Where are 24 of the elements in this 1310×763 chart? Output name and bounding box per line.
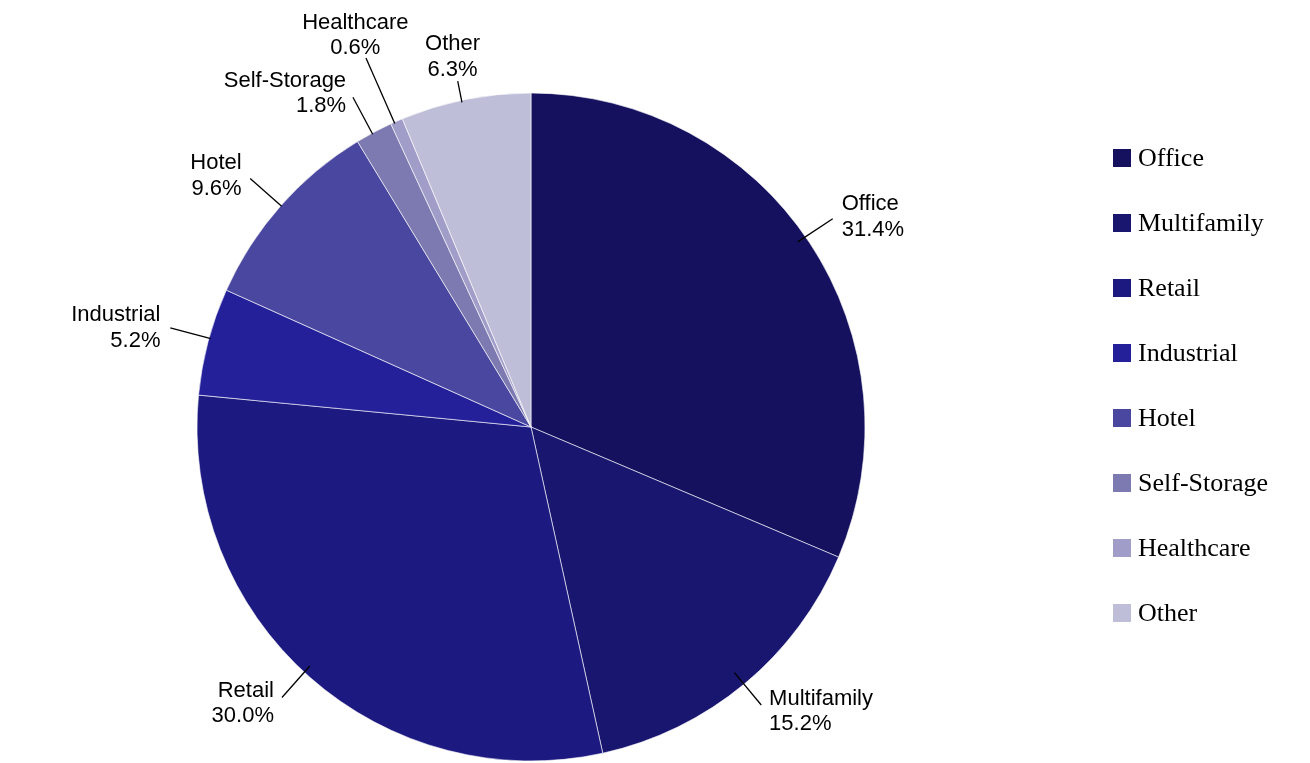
data-label: 9.6% [191,174,242,200]
legend-label: Hotel [1138,403,1196,433]
data-label: 6.3% [427,55,478,81]
legend-label: Self-Storage [1138,468,1268,498]
slice-label: Office [841,190,899,216]
data-label: 5.2% [110,326,161,352]
data-label: 1.8% [295,92,347,118]
data-label: 31.4% [841,215,905,241]
slice-label: Industrial [71,301,161,327]
legend-label: Other [1138,598,1198,628]
slice-label: Hotel [190,149,242,175]
slice-label: Healthcare [302,8,409,34]
slice-label: Multifamily [769,684,874,710]
data-label: 0.6% [330,34,381,60]
slice-label: Other [425,30,481,56]
legend-label: Multifamily [1138,208,1264,238]
legend-label: Healthcare [1138,533,1251,563]
legend-label: Retail [1138,273,1201,303]
legend-label: Office [1138,143,1204,173]
slice-label: Retail [217,676,274,702]
legend-label: Industrial [1138,338,1238,368]
data-label: 15.2% [769,709,832,735]
data-label: 30.0% [211,702,274,728]
slice-label: Self-Storage [223,66,347,92]
